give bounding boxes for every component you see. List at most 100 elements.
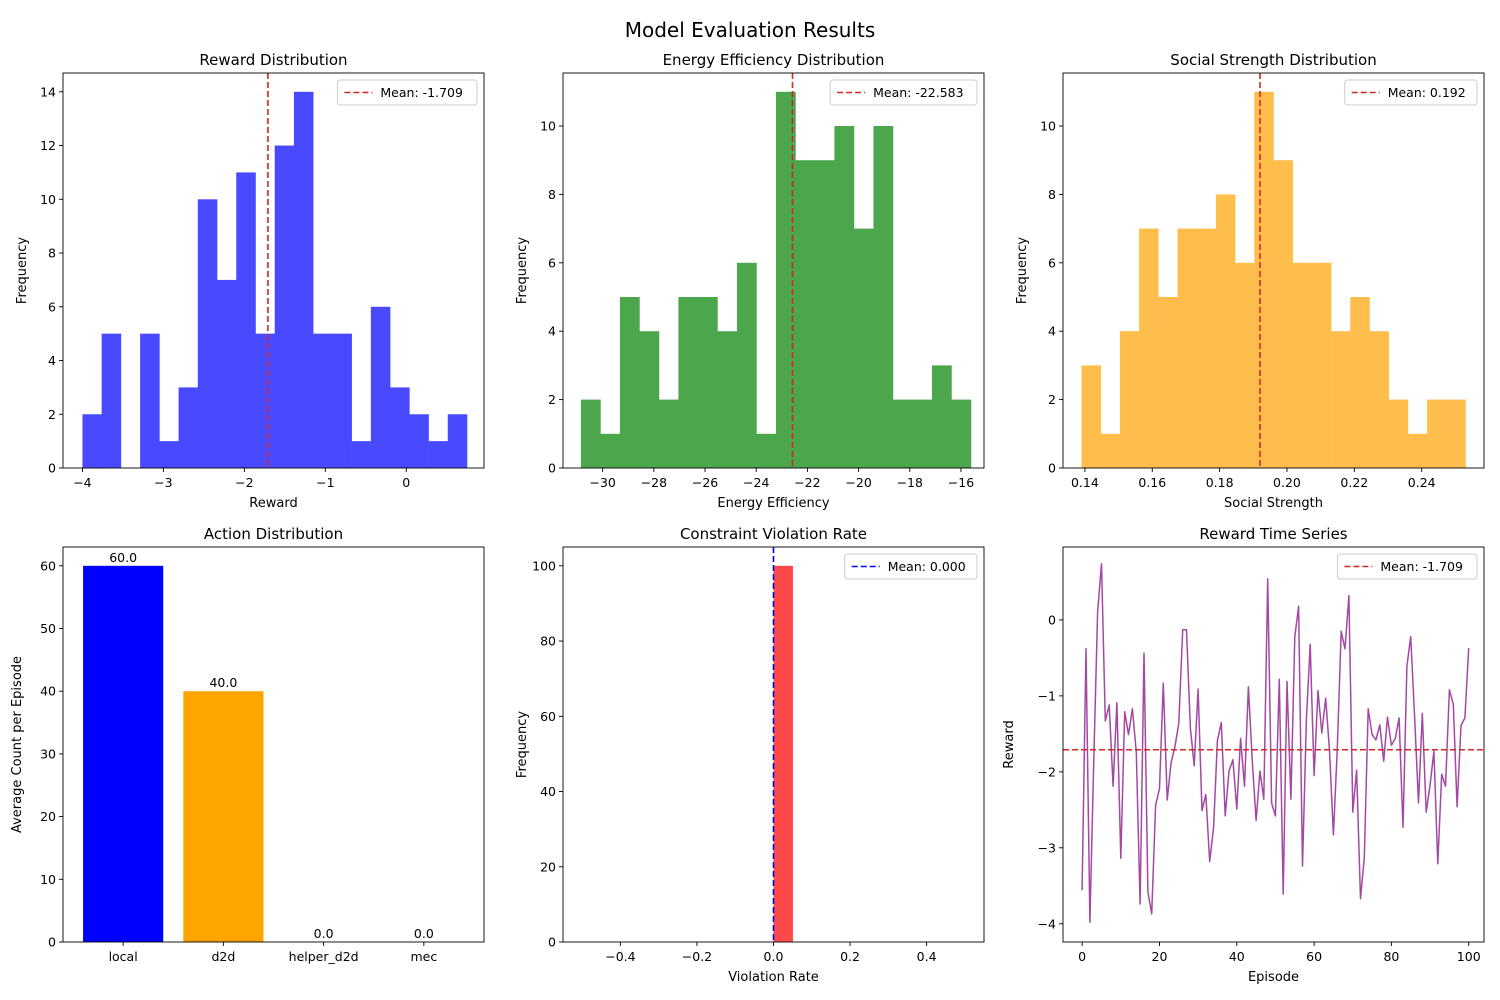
histogram-bar <box>1427 399 1447 468</box>
histogram-bar <box>101 333 122 468</box>
figure-title: Model Evaluation Results <box>625 18 876 42</box>
histogram-bar <box>639 331 660 468</box>
x-tick-label: 20 <box>1152 949 1168 964</box>
legend-label: Mean: -1.709 <box>1380 559 1463 574</box>
y-tick-label: 0 <box>48 935 56 950</box>
y-tick-label: 10 <box>1040 119 1056 134</box>
histogram-bar <box>1446 399 1466 468</box>
histogram-bar <box>255 333 276 468</box>
y-tick-label: 0 <box>548 935 556 950</box>
bar-value-label: 0.0 <box>314 926 334 941</box>
y-tick-label: 10 <box>40 872 56 887</box>
y-tick-label: 4 <box>48 353 56 368</box>
subplot-reward_series: 0 20 40 60 80 100 −4 −3 −2 −1 0 Reward Time Series E… <box>1002 525 1485 985</box>
histogram-bar <box>332 333 352 468</box>
axes-frame <box>1062 546 1485 943</box>
x-tick-label: 0.22 <box>1340 475 1368 490</box>
histogram-bar <box>931 365 952 468</box>
y-tick-label: 60 <box>540 709 556 724</box>
y-tick-label: 60 <box>40 558 56 573</box>
subplot-title: Reward Distribution <box>199 51 347 69</box>
histogram-bar <box>1331 331 1351 468</box>
subplot-action_bar: 60.0 40.0 0.0 0.0 local d2d helper_d2d mec 0 10 20… <box>10 525 485 964</box>
x-tick-label: 40 <box>1229 949 1245 964</box>
legend-box <box>844 553 978 580</box>
histogram-bar <box>834 126 855 468</box>
y-tick-label: −3 <box>1038 840 1056 855</box>
x-tick-label: mec <box>410 949 437 964</box>
histogram-bar <box>1081 365 1102 468</box>
y-tick-label: 50 <box>40 621 56 636</box>
plot-area <box>1063 547 1484 942</box>
x-tick-label: −24 <box>743 475 769 490</box>
x-tick-label: −3 <box>154 475 172 490</box>
axes-frame <box>62 546 485 943</box>
y-axis-label: Frequency <box>515 237 530 304</box>
x-tick-label: −18 <box>897 475 923 490</box>
x-tick-label: 0 <box>1078 949 1086 964</box>
legend-box <box>829 79 978 106</box>
histogram-bar <box>912 399 933 468</box>
histogram-bar <box>1292 262 1313 468</box>
y-tick-label: 12 <box>40 138 56 153</box>
subplot-title: Energy Efficiency Distribution <box>663 51 885 69</box>
histogram-bar <box>140 333 160 468</box>
y-tick-label: 20 <box>40 809 56 824</box>
x-tick-label: 0.2 <box>840 949 860 964</box>
y-tick-label: 0 <box>1048 461 1056 476</box>
histogram-bar <box>1215 194 1236 468</box>
histogram-bar <box>274 145 295 468</box>
histogram-bar <box>600 433 621 468</box>
subplot-title: Reward Time Series <box>1199 525 1347 543</box>
x-tick-label: d2d <box>211 949 235 964</box>
histogram-bar <box>1119 331 1140 468</box>
legend-label: Mean: -22.583 <box>873 85 964 100</box>
x-tick-label: local <box>109 949 138 964</box>
histogram-bar <box>1388 399 1409 468</box>
histogram-bar <box>580 399 601 468</box>
x-tick-label: −0.4 <box>605 949 635 964</box>
x-axis-label: Energy Efficiency <box>717 496 830 511</box>
histogram-bar <box>697 297 718 468</box>
x-tick-label: 60 <box>1306 949 1322 964</box>
legend-box <box>1336 553 1478 580</box>
x-tick-label: −22 <box>794 475 820 490</box>
histogram-bar <box>658 399 679 468</box>
y-tick-label: 10 <box>40 192 56 207</box>
histogram-bar <box>293 91 314 469</box>
x-tick-label: −1 <box>316 475 334 490</box>
y-tick-label: 2 <box>1048 392 1056 407</box>
x-tick-label: 0.18 <box>1206 475 1234 490</box>
axes-frame <box>1062 72 1485 469</box>
histogram-bar <box>795 160 816 468</box>
histogram-bar <box>853 228 874 468</box>
y-axis-label: Frequency <box>1015 237 1030 304</box>
bar-value-label: 0.0 <box>414 926 434 941</box>
y-tick-label: 2 <box>548 392 556 407</box>
histogram-bar <box>370 306 391 468</box>
histogram-bar <box>159 441 179 468</box>
histogram-bar <box>892 399 913 468</box>
y-tick-label: −2 <box>1038 764 1056 779</box>
y-tick-label: 0 <box>48 461 56 476</box>
histogram-bar <box>82 414 102 468</box>
y-tick-label: 8 <box>48 246 56 261</box>
histogram-bar <box>873 126 894 468</box>
histogram-bar <box>1369 331 1389 468</box>
subplots-container: −4 −3 −2 −1 0 0 2 4 6 8 10 12 14 Reward Distribution R… <box>10 51 1485 985</box>
x-tick-label: 0.20 <box>1273 475 1301 490</box>
bar-value-label: 60.0 <box>109 550 137 565</box>
x-tick-label: 0.14 <box>1071 475 1099 490</box>
bar-local <box>83 565 164 942</box>
x-tick-label: −4 <box>73 475 91 490</box>
bar-d2d <box>183 691 264 942</box>
x-tick-label: −20 <box>845 475 871 490</box>
x-tick-label: −2 <box>235 475 253 490</box>
y-tick-label: 4 <box>548 324 556 339</box>
subplot-title: Constraint Violation Rate <box>680 525 867 543</box>
x-tick-label: 0 <box>402 475 410 490</box>
x-tick-label: 0.16 <box>1138 475 1166 490</box>
x-axis-label: Reward <box>249 496 297 511</box>
axes-frame <box>62 72 485 469</box>
x-tick-label: −28 <box>641 475 667 490</box>
